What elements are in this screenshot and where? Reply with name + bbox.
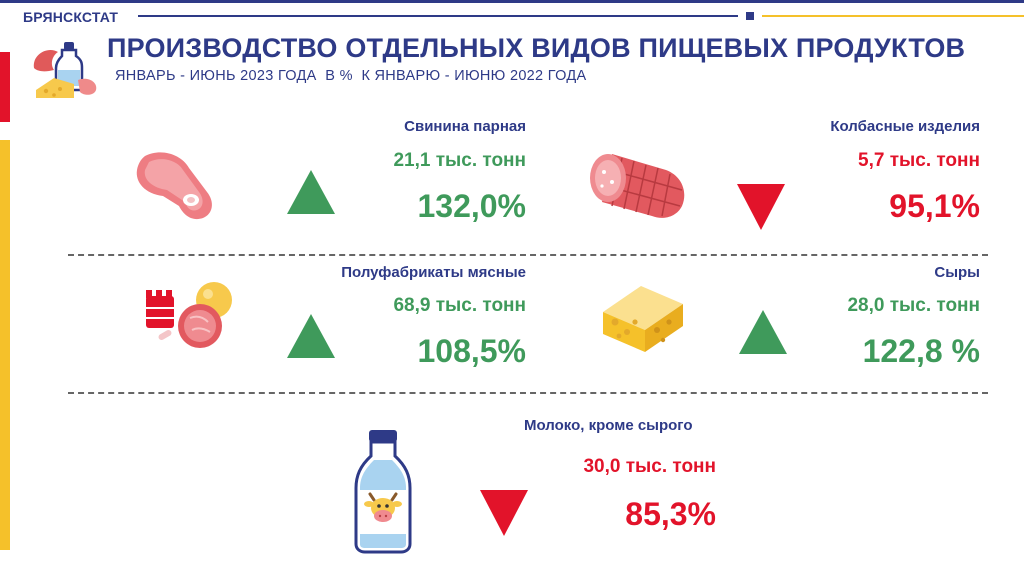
- product-percent: 132,0%: [417, 188, 526, 224]
- product-volume: 68,9 тыс. тонн: [393, 295, 526, 316]
- page-subtitle: ЯНВАРЬ - ИЮНЬ 2023 ГОДА В % К ЯНВАРЮ - И…: [115, 68, 587, 84]
- trend-down-icon: [737, 184, 785, 230]
- header-rule-blue: [138, 15, 738, 17]
- side-bar-yellow: [0, 140, 10, 550]
- semi-finished-meat-icon: [146, 282, 232, 348]
- product-volume: 30,0 тыс. тонн: [583, 456, 716, 477]
- trend-up-icon: [287, 314, 335, 358]
- header-rule-yellow: [762, 15, 1024, 17]
- separator-line: [68, 392, 988, 394]
- top-border: [0, 0, 1024, 3]
- side-bar-red: [0, 52, 10, 122]
- product-volume: 21,1 тыс. тонн: [393, 150, 526, 171]
- page-title: ПРОИЗВОДСТВО ОТДЕЛЬНЫХ ВИДОВ ПИЩЕВЫХ ПРО…: [107, 33, 966, 63]
- product-percent: 108,5%: [417, 333, 526, 369]
- product-name: Колбасные изделия: [830, 118, 980, 135]
- pork-meat-icon: [136, 152, 212, 220]
- trend-up-icon: [739, 310, 787, 354]
- food-logo-icon: [33, 42, 97, 98]
- product-name: Молоко, кроме сырого: [524, 417, 693, 434]
- org-name: БРЯНСКСТАТ: [23, 9, 119, 25]
- trend-up-icon: [287, 170, 335, 214]
- product-volume: 5,7 тыс. тонн: [858, 150, 980, 171]
- product-volume: 28,0 тыс. тонн: [847, 295, 980, 316]
- product-name: Сыры: [934, 264, 980, 281]
- product-percent: 85,3%: [625, 496, 716, 532]
- trend-down-icon: [480, 490, 528, 536]
- separator-line: [68, 254, 988, 256]
- milk-bottle-icon: [354, 430, 412, 554]
- product-name: Полуфабрикаты мясные: [341, 264, 526, 281]
- product-percent: 95,1%: [889, 188, 980, 224]
- header-rule-square: [746, 12, 754, 20]
- product-name: Свинина парная: [404, 118, 526, 135]
- cheese-icon: [603, 286, 683, 352]
- product-percent: 122,8 %: [862, 333, 980, 369]
- sausage-icon: [590, 154, 685, 218]
